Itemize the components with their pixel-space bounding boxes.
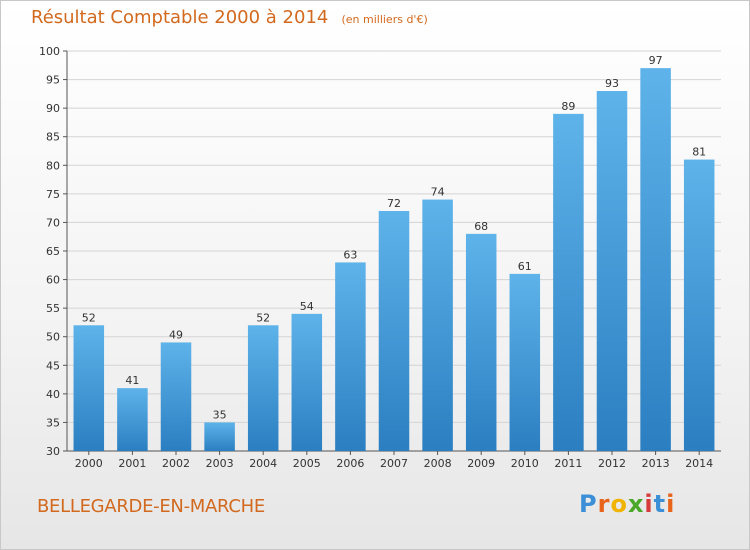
x-tick-label: 2005 xyxy=(293,457,321,470)
bar-2008 xyxy=(422,199,453,451)
bar-2004 xyxy=(247,325,279,451)
x-tick-label: 2006 xyxy=(336,457,364,470)
bar-2013 xyxy=(640,68,671,452)
value-labels: 52 41 49 35 52 54 63 72 74 68 61 89 93 97 81 xyxy=(82,54,706,421)
value-label: 97 xyxy=(649,54,663,67)
bar-2009 xyxy=(465,233,497,451)
y-tick-label: 30 xyxy=(46,445,60,458)
value-label: 61 xyxy=(518,260,532,273)
bar-2010 xyxy=(509,273,541,451)
bar-2003 xyxy=(204,422,235,451)
x-tick-label: 2004 xyxy=(249,457,277,470)
x-tick-label: 2014 xyxy=(685,457,713,470)
bar-2001 xyxy=(117,388,148,451)
bar-2002 xyxy=(160,342,192,451)
x-tick-label: 2002 xyxy=(162,457,190,470)
logo-letter: i xyxy=(644,490,654,518)
logo-letter: x xyxy=(627,490,645,518)
y-tick-label: 60 xyxy=(46,274,60,287)
value-label: 52 xyxy=(256,311,270,324)
logo-letter: o xyxy=(610,490,628,518)
value-label: 89 xyxy=(561,100,575,113)
bar-2014 xyxy=(683,159,715,452)
y-tick-label: 95 xyxy=(46,74,60,87)
value-label: 35 xyxy=(213,408,227,421)
x-tick-label: 2007 xyxy=(380,457,408,470)
x-tick-label: 2011 xyxy=(554,457,582,470)
x-tick-label: 2003 xyxy=(206,457,234,470)
y-tick-label: 40 xyxy=(46,388,60,401)
y-tick-label: 65 xyxy=(46,245,60,258)
y-tick-label: 55 xyxy=(46,302,60,315)
logo-letter: r xyxy=(597,490,611,518)
bar-2005 xyxy=(291,313,323,451)
x-tick-label: 2000 xyxy=(75,457,103,470)
bar-2011 xyxy=(553,113,584,451)
bar-2007 xyxy=(378,211,410,451)
logo-letter: t xyxy=(653,490,667,518)
x-tick-label: 2008 xyxy=(424,457,452,470)
value-label: 54 xyxy=(300,300,314,313)
value-label: 81 xyxy=(692,146,706,159)
y-tick-label: 35 xyxy=(46,416,60,429)
logo-letter: P xyxy=(579,490,598,518)
value-label: 74 xyxy=(431,186,445,199)
value-label: 68 xyxy=(474,220,488,233)
chart-unit: (en milliers d'€) xyxy=(341,13,428,26)
value-label: 93 xyxy=(605,77,619,90)
x-tick-label: 2013 xyxy=(642,457,670,470)
y-tick-label: 100 xyxy=(39,45,60,58)
y-tick-label: 45 xyxy=(46,359,60,372)
y-tick-label: 90 xyxy=(46,102,60,115)
value-label: 52 xyxy=(82,311,96,324)
y-tick-label: 85 xyxy=(46,131,60,144)
value-label: 72 xyxy=(387,197,401,210)
x-tick-label: 2010 xyxy=(511,457,539,470)
logo-letter: i xyxy=(666,490,676,518)
title-row: Résultat Comptable 2000 à 2014 (en milli… xyxy=(31,7,428,28)
value-label: 41 xyxy=(125,374,139,387)
value-label: 49 xyxy=(169,328,183,341)
bars xyxy=(73,68,715,452)
proxiti-logo[interactable]: Proxiti xyxy=(579,490,675,518)
bar-2006 xyxy=(335,262,366,451)
y-tick-label: 70 xyxy=(46,216,60,229)
y-tick-label: 80 xyxy=(46,159,60,172)
y-tick-label: 75 xyxy=(46,188,60,201)
y-tick-label: 50 xyxy=(46,331,60,344)
x-tick-label: 2009 xyxy=(467,457,495,470)
bar-2000 xyxy=(73,325,105,451)
value-label: 63 xyxy=(343,248,357,261)
x-tick-label: 2012 xyxy=(598,457,626,470)
chart-title: Résultat Comptable 2000 à 2014 xyxy=(31,7,329,28)
bar-2012 xyxy=(596,91,628,451)
x-tick-label: 2001 xyxy=(118,457,146,470)
commune-name: BELLEGARDE-EN-MARCHE xyxy=(37,496,265,517)
